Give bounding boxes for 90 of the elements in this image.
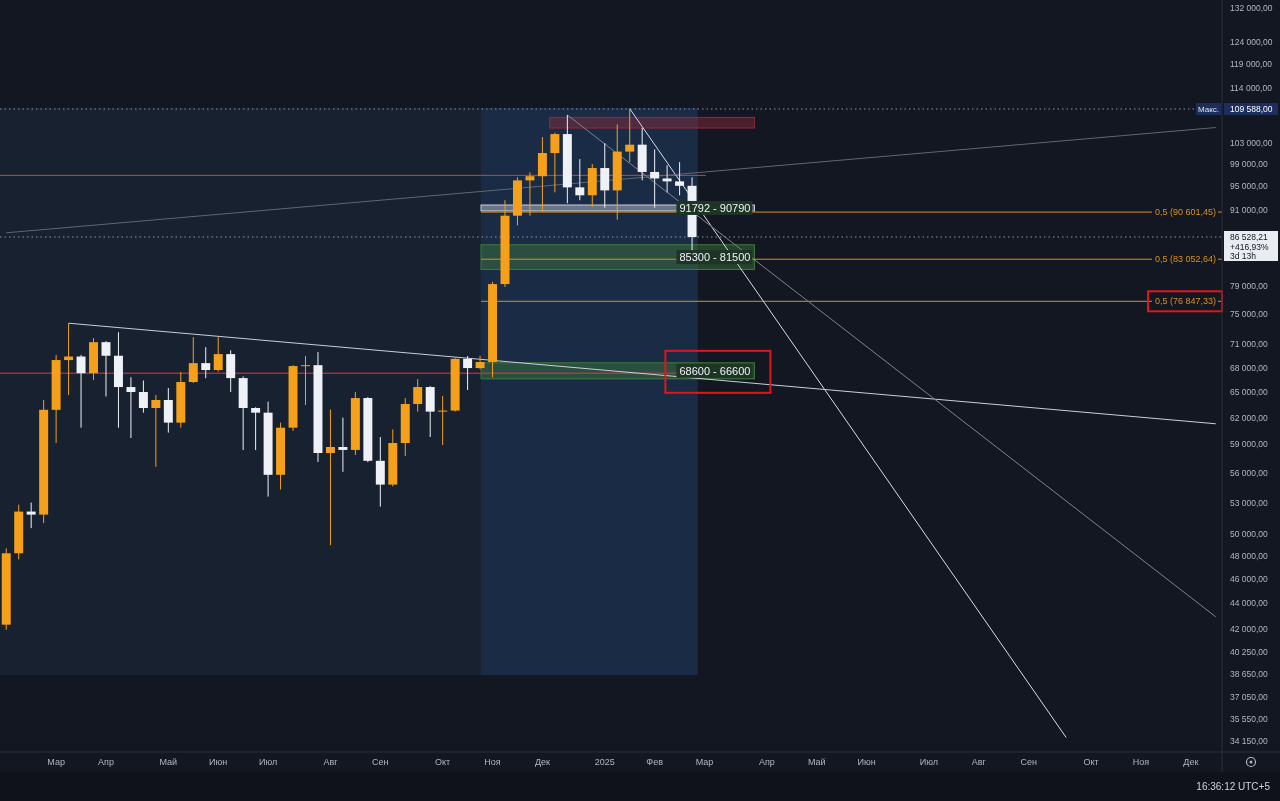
- candlestick: [188, 336, 198, 384]
- candlestick: [163, 387, 173, 434]
- y-tick-label: 44 000,00: [1230, 598, 1269, 609]
- y-tick-label: 40 250,00: [1230, 646, 1269, 657]
- y-tick-label: 91 000,00: [1230, 204, 1269, 215]
- ref-line-label: 0,5 (83 052,64): [1154, 254, 1216, 265]
- x-tick-label: Апр: [758, 757, 775, 767]
- candlestick: [138, 379, 148, 414]
- y-tick-label: 53 000,00: [1230, 497, 1269, 508]
- y-tick-label: 132 000,00: [1230, 3, 1273, 14]
- candlestick: [151, 394, 161, 468]
- x-tick-label: Ноя: [1132, 757, 1150, 767]
- x-tick-label: Фев: [646, 757, 664, 767]
- y-tick-label: 86 528,21: [1230, 232, 1269, 242]
- y-tick-label: 109 588,00: [1230, 103, 1273, 114]
- candlestick: [201, 346, 211, 379]
- ref-line-label: Макс.: [1197, 104, 1220, 114]
- x-tick-label: Окт: [1083, 757, 1099, 767]
- x-tick-label: Июл: [919, 757, 939, 767]
- candlestick: [226, 349, 236, 393]
- y-tick-label: 35 550,00: [1230, 714, 1269, 725]
- y-tick-label: 124 000,00: [1230, 37, 1273, 48]
- y-tick-label: 62 000,00: [1230, 412, 1269, 423]
- y-tick-label: 99 000,00: [1230, 159, 1269, 170]
- candlestick: [438, 395, 448, 446]
- candlestick: [126, 376, 136, 439]
- y-tick-label: 56 000,00: [1230, 467, 1269, 478]
- candlestick: [325, 409, 335, 546]
- candlestick: [76, 354, 86, 429]
- candlestick: [550, 132, 560, 193]
- candlestick: [525, 171, 535, 217]
- y-tick-label: 71 000,00: [1230, 339, 1269, 350]
- y-tick-label: 48 000,00: [1230, 551, 1269, 562]
- candlestick: [338, 417, 348, 473]
- x-tick-label: Сен: [1020, 757, 1037, 767]
- candlestick: [662, 164, 672, 193]
- ref-line-label: 0,5 (90 601,45): [1154, 207, 1216, 218]
- x-tick-label: Авг: [323, 757, 339, 767]
- band-label: 91792 - 90790: [679, 201, 751, 214]
- candlestick: [463, 355, 473, 391]
- x-tick-label: Май: [159, 757, 178, 767]
- candlestick: [625, 108, 635, 163]
- y-tick-label: 75 000,00: [1230, 309, 1269, 320]
- candlestick: [101, 340, 111, 397]
- x-tick-label: Мар: [695, 757, 714, 767]
- y-tick-label: 34 150,00: [1230, 735, 1269, 746]
- y-tick-label: 114 000,00: [1230, 82, 1273, 93]
- ref-line-label: 0,5 (76 847,33): [1154, 296, 1216, 307]
- candlestick: [537, 136, 547, 213]
- y-tick-label: 50 000,00: [1230, 529, 1269, 540]
- x-tick-label: Июн: [857, 757, 876, 767]
- text: 3d 13h: [1230, 251, 1257, 262]
- candlestick: [251, 406, 261, 451]
- y-tick-label: 42 000,00: [1230, 623, 1269, 634]
- x-tick-label: Май: [807, 757, 826, 767]
- x-tick-label: Дек: [534, 757, 550, 767]
- y-tick-label: 95 000,00: [1230, 181, 1269, 192]
- candlestick: [475, 355, 485, 370]
- text: 16:36:12 UTC+5: [1196, 781, 1271, 792]
- candlestick: [675, 161, 685, 196]
- y-tick-label: 37 050,00: [1230, 691, 1269, 702]
- band-label: 68600 - 66600: [679, 364, 751, 377]
- y-tick-label: 103 000,00: [1230, 137, 1273, 148]
- x-tick-label: Сен: [372, 757, 389, 767]
- candlestick: [600, 142, 610, 209]
- y-tick-label: 79 000,00: [1230, 281, 1269, 292]
- candlestick: [375, 436, 385, 508]
- candlestick: [575, 158, 585, 201]
- x-tick-label: Авг: [971, 757, 987, 767]
- candlestick: [213, 336, 223, 373]
- text: +416,93%: [1230, 242, 1269, 252]
- y-tick-label: 38 650,00: [1230, 668, 1269, 679]
- candlestick: [301, 355, 310, 406]
- y-tick-label: 59 000,00: [1230, 439, 1269, 450]
- candlestick: [650, 148, 660, 209]
- x-tick-label: Окт: [435, 757, 451, 767]
- x-tick-label: Мар: [47, 757, 65, 767]
- y-tick-label: 68 000,00: [1230, 362, 1269, 373]
- band-label: 85300 - 81500: [679, 251, 751, 264]
- y-tick-label: 46 000,00: [1230, 574, 1269, 585]
- x-tick-label: Июл: [258, 757, 278, 767]
- candlestick: [26, 502, 36, 529]
- y-tick-label: 65 000,00: [1230, 387, 1269, 398]
- x-tick-label: Ноя: [484, 757, 501, 767]
- x-tick-label: 2025: [594, 757, 615, 767]
- x-tick-label: Июн: [209, 757, 228, 767]
- x-tick-label: Апр: [98, 757, 114, 767]
- y-tick-label: 119 000,00: [1230, 59, 1273, 70]
- candlestick: [413, 378, 423, 413]
- x-tick-label: Дек: [1183, 757, 1199, 767]
